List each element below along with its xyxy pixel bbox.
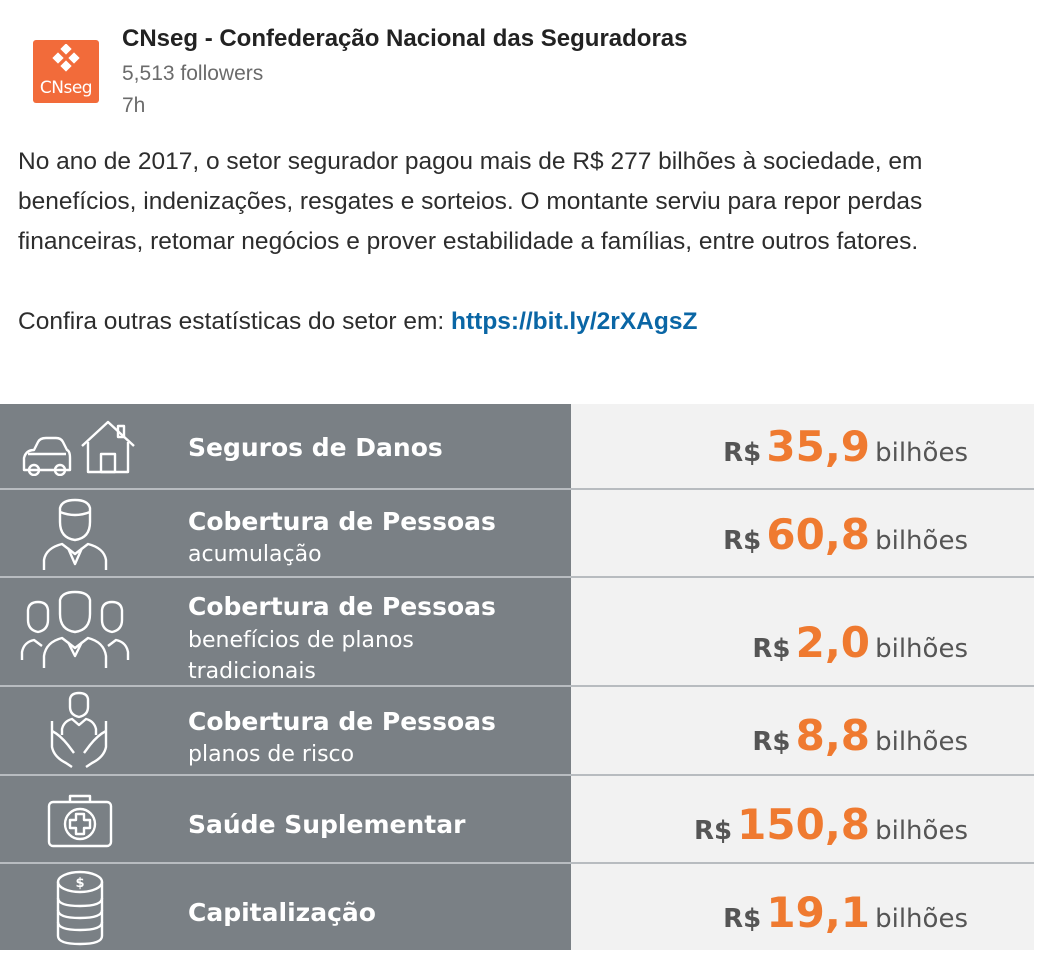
row-value-panel [571,776,1034,863]
row-value: R$ 35,9 bilhões [723,422,968,471]
post-body: No ano de 2017, o setor segurador pagou … [18,142,1018,342]
car-house-icon [0,404,160,489]
value-unit: bilhões [875,634,968,664]
infographic-row: Seguros de Danos R$ 35,9 bilhões [0,404,1034,490]
row-value: R$ 19,1 bilhões [723,888,968,937]
row-value: R$ 150,8 bilhões [694,800,968,849]
post-text: No ano de 2017, o setor segurador pagou … [18,148,923,255]
row-label-panel [0,404,571,489]
infographic-row: Cobertura de Pessoas planos de risco R$ … [0,687,1034,776]
currency: R$ [752,727,791,757]
value-number: 150,8 [737,800,871,849]
infographic-row: $ Capitalização R$ 19,1 bilhões [0,864,1034,950]
value-number: 8,8 [795,711,871,760]
hands-person-icon [0,687,160,775]
value-number: 35,9 [766,422,871,471]
svg-text:$: $ [75,876,84,891]
post-link-line: Confira outras estatísticas do setor em:… [18,302,1018,342]
row-title: Cobertura de Pessoas [188,707,496,736]
row-value: R$ 60,8 bilhões [723,510,968,559]
row-value: R$ 8,8 bilhões [752,711,968,760]
company-name-link[interactable]: CNseg - Confederação Nacional das Segura… [122,25,688,52]
value-unit: bilhões [875,526,968,556]
row-divider [0,774,1034,776]
row-value-panel [571,490,1034,577]
company-logo[interactable]: CNseg [33,40,99,103]
row-title: Seguros de Danos [188,433,443,462]
post-link-prefix: Confira outras estatísticas do setor em: [18,308,452,335]
row-divider [0,576,1034,578]
value-unit: bilhões [875,904,968,934]
row-label-panel [0,490,571,577]
value-number: 19,1 [766,888,871,937]
row-divider [0,862,1034,864]
infographic-row: Cobertura de Pessoas benefícios de plano… [0,578,1034,687]
value-unit: bilhões [875,816,968,846]
logo-text: CNseg [39,78,93,98]
row-label-panel [0,864,571,950]
currency: R$ [723,904,762,934]
currency: R$ [693,816,733,846]
person-icon [0,490,160,577]
row-title: Capitalização [188,898,376,927]
row-subtitle: acumulação [188,542,322,567]
logo-mark-icon [52,44,80,72]
post-header: CNseg CNseg - Confederação Nacional das … [0,0,1044,130]
row-value-panel [571,578,1034,686]
currency: R$ [752,634,791,664]
row-title: Cobertura de Pessoas [188,592,496,621]
infographic-image[interactable]: Seguros de Danos R$ 35,9 bilhões Cobertu… [0,404,1034,950]
row-label-panel [0,578,571,686]
infographic-row: Saúde Suplementar R$ 150,8 bilhões [0,776,1034,864]
row-title: Saúde Suplementar [188,810,466,839]
currency: R$ [723,526,762,556]
value-number: 2,0 [795,618,871,667]
row-value: R$ 2,0 bilhões [752,618,968,667]
value-unit: bilhões [875,727,968,757]
currency: R$ [723,438,762,468]
row-value-panel [571,687,1034,775]
coins-icon: $ [0,864,160,950]
value-unit: bilhões [875,438,968,468]
row-divider [0,488,1034,490]
row-subtitle: planos de risco [188,742,355,767]
row-value-panel [571,404,1034,489]
value-number: 60,8 [766,510,871,559]
medical-kit-icon [0,776,160,863]
infographic-row: Cobertura de Pessoas acumulação R$ 60,8 … [0,490,1034,578]
group-icon [0,578,160,686]
followers-count: 5,513 followers [122,62,264,85]
stats-link[interactable]: https://bit.ly/2rXAgsZ [451,308,698,335]
row-value-panel [571,864,1034,950]
row-title: Cobertura de Pessoas [188,507,496,536]
post-time: 7h [122,94,146,117]
row-divider [0,685,1034,687]
row-subtitle: benefícios de planos tradicionais [188,628,414,684]
